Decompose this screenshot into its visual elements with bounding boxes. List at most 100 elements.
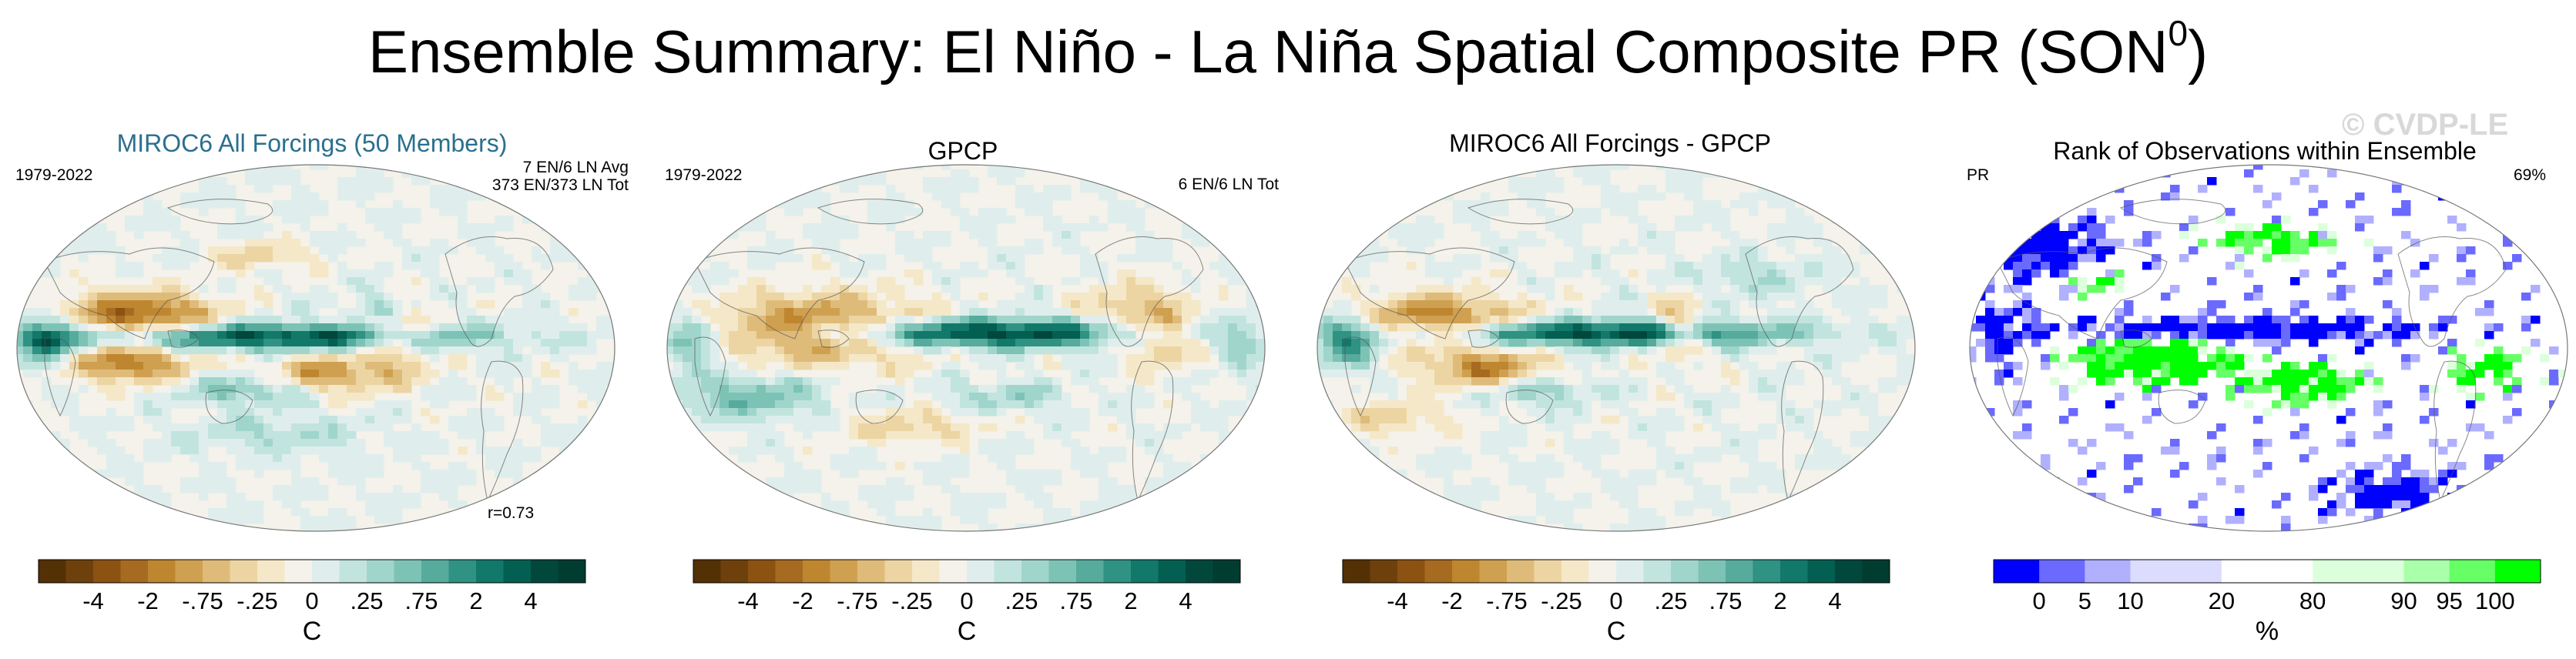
map-cell: [766, 408, 776, 416]
map-cell: [485, 169, 495, 178]
map-cell: [69, 246, 79, 255]
map-cell: [1370, 285, 1380, 293]
map-cell: [812, 470, 822, 478]
map-cell: [1062, 323, 1072, 332]
map-cell: [1434, 339, 1444, 347]
map-cell: [60, 524, 70, 531]
map-cell: [134, 177, 144, 186]
map-cell: [190, 524, 200, 531]
map-cell: [1425, 269, 1435, 278]
map-cell: [1246, 485, 1256, 493]
map-cell: [69, 423, 79, 432]
map-cell: [719, 262, 730, 270]
map-cell: [1795, 254, 1805, 263]
map-cell: [476, 408, 486, 416]
map-cell: [402, 524, 412, 531]
map-cell: [1564, 323, 1574, 332]
map-cell: [969, 269, 979, 278]
map-cell: [867, 354, 877, 363]
map-cell: [217, 231, 227, 239]
map-cell: [365, 470, 375, 478]
map-cell: [1647, 300, 1657, 309]
map-cell: [245, 177, 255, 186]
colorbar-box: [1103, 560, 1132, 583]
map-cell: [1767, 339, 1777, 347]
map-cell: [217, 508, 227, 517]
map-cell: [960, 185, 970, 193]
map-cell: [1628, 208, 1639, 216]
map-cell: [692, 524, 702, 531]
map-cell: [1237, 331, 1247, 340]
map-cell: [886, 423, 896, 432]
map-cell: [1481, 308, 1491, 316]
map-cell: [960, 216, 970, 224]
map-cell: [208, 323, 218, 332]
map-cell: [116, 447, 126, 455]
map-cell: [569, 200, 579, 209]
map-cell: [347, 477, 357, 486]
map-cell: [1333, 223, 1343, 232]
map-cell: [51, 362, 61, 370]
map-cell: [1200, 408, 1210, 416]
map-cell: [1034, 208, 1044, 216]
map-cell: [356, 192, 366, 201]
map-cell: [116, 416, 126, 424]
map-cell: [877, 346, 887, 355]
map-cell: [365, 408, 375, 416]
map-cell: [683, 423, 693, 432]
map-cell: [904, 362, 914, 370]
map-cell: [1333, 216, 1343, 224]
map-cell: [1850, 262, 1860, 270]
map-cell: [719, 331, 730, 340]
map-cell: [941, 454, 951, 463]
map-cell: [1265, 339, 1268, 347]
map-cell: [701, 239, 711, 247]
map-cell: [439, 200, 449, 209]
map-cell: [1108, 423, 1118, 432]
map-cell: [217, 300, 227, 309]
map-cell: [941, 470, 951, 478]
map-cell: [199, 454, 209, 463]
map-cell: [513, 308, 523, 316]
map-cell: [1043, 346, 1053, 355]
map-cell: [439, 385, 449, 393]
map-cell: [978, 208, 988, 216]
map-cell: [1135, 400, 1145, 409]
map-cell: [1545, 293, 1555, 301]
map-cell: [830, 293, 840, 301]
map-cell: [310, 192, 320, 201]
map-cell: [1628, 192, 1639, 201]
map-cell: [569, 239, 579, 247]
map-cell: [467, 346, 477, 355]
map-cell: [766, 293, 776, 301]
map-cell: [1265, 470, 1268, 478]
map-cell: [1080, 185, 1090, 193]
map-cell: [775, 165, 785, 170]
map-cell: [199, 485, 209, 493]
map-cell: [402, 447, 412, 455]
map-cell: [1749, 285, 1759, 293]
map-cell: [439, 331, 449, 340]
map-cell: [667, 516, 674, 524]
map-cell: [532, 208, 542, 216]
map-cell: [1897, 231, 1907, 239]
map-cell: [1730, 316, 1740, 324]
map-cell: [1749, 192, 1759, 201]
map-cell: [1237, 254, 1247, 263]
map-cell: [365, 385, 375, 393]
map-cell: [756, 439, 766, 447]
map-cell: [683, 524, 693, 531]
map-cell: [17, 316, 24, 324]
map-cell: [951, 400, 961, 409]
map-cell: [208, 477, 218, 486]
map-cell: [738, 169, 748, 178]
map-cell: [812, 239, 822, 247]
map-cell: [421, 470, 431, 478]
map-cell: [504, 169, 514, 178]
map-cell: [134, 216, 144, 224]
map-cell: [291, 346, 301, 355]
map-cell: [282, 300, 292, 309]
map-cell: [180, 516, 190, 524]
map-cell: [1592, 208, 1602, 216]
map-cell: [1906, 285, 1915, 293]
